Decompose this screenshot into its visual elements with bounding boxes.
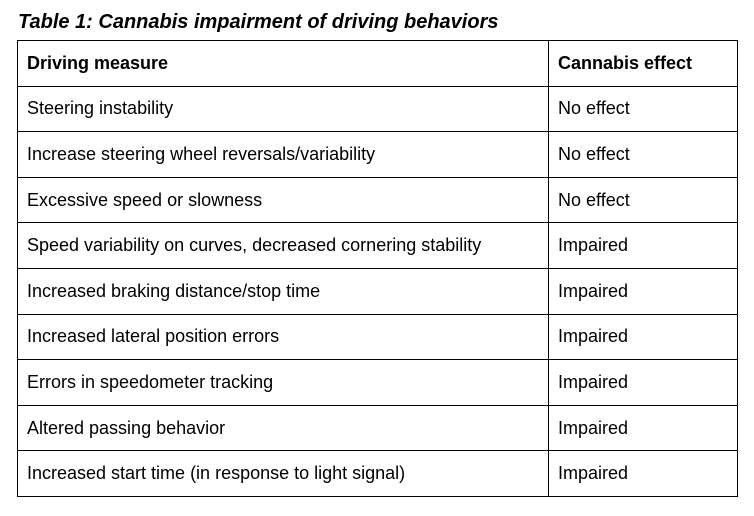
cannabis-effect-cell: Impaired <box>548 267 738 315</box>
driving-measure-cell: Increased lateral position errors <box>17 313 549 361</box>
table-row: Steering instability No effect <box>17 85 738 133</box>
table-row: Increased start time (in response to lig… <box>17 450 738 497</box>
table-row: Excessive speed or slowness No effect <box>17 176 738 224</box>
table-header-row: Driving measure Cannabis effect <box>17 40 738 87</box>
cannabis-effect-cell: Impaired <box>548 450 738 497</box>
column-header-driving-measure: Driving measure <box>17 40 549 87</box>
table-row: Increased braking distance/stop time Imp… <box>17 267 738 315</box>
cannabis-effect-cell: Impaired <box>548 359 738 406</box>
driving-measure-cell: Speed variability on curves, decreased c… <box>17 222 549 269</box>
table-row: Altered passing behavior Impaired <box>17 404 738 452</box>
driving-impairment-table: Driving measure Cannabis effect Steering… <box>17 40 738 497</box>
cannabis-effect-cell: No effect <box>548 176 738 224</box>
driving-measure-cell: Increase steering wheel reversals/variab… <box>17 131 549 178</box>
cannabis-effect-cell: Impaired <box>548 404 738 452</box>
driving-measure-cell: Altered passing behavior <box>17 404 549 452</box>
table-caption: Table 1: Cannabis impairment of driving … <box>18 11 499 33</box>
cannabis-effect-cell: Impaired <box>548 222 738 269</box>
cannabis-effect-cell: No effect <box>548 131 738 178</box>
cannabis-effect-cell: No effect <box>548 85 738 133</box>
driving-measure-cell: Increased start time (in response to lig… <box>17 450 549 497</box>
table-row: Increased lateral position errors Impair… <box>17 313 738 361</box>
driving-measure-cell: Errors in speedometer tracking <box>17 359 549 406</box>
table-row: Errors in speedometer tracking Impaired <box>17 359 738 406</box>
table-row: Speed variability on curves, decreased c… <box>17 222 738 269</box>
driving-measure-cell: Steering instability <box>17 85 549 133</box>
driving-measure-cell: Excessive speed or slowness <box>17 176 549 224</box>
column-header-cannabis-effect: Cannabis effect <box>548 40 738 87</box>
cannabis-effect-cell: Impaired <box>548 313 738 361</box>
table-row: Increase steering wheel reversals/variab… <box>17 131 738 178</box>
driving-measure-cell: Increased braking distance/stop time <box>17 267 549 315</box>
